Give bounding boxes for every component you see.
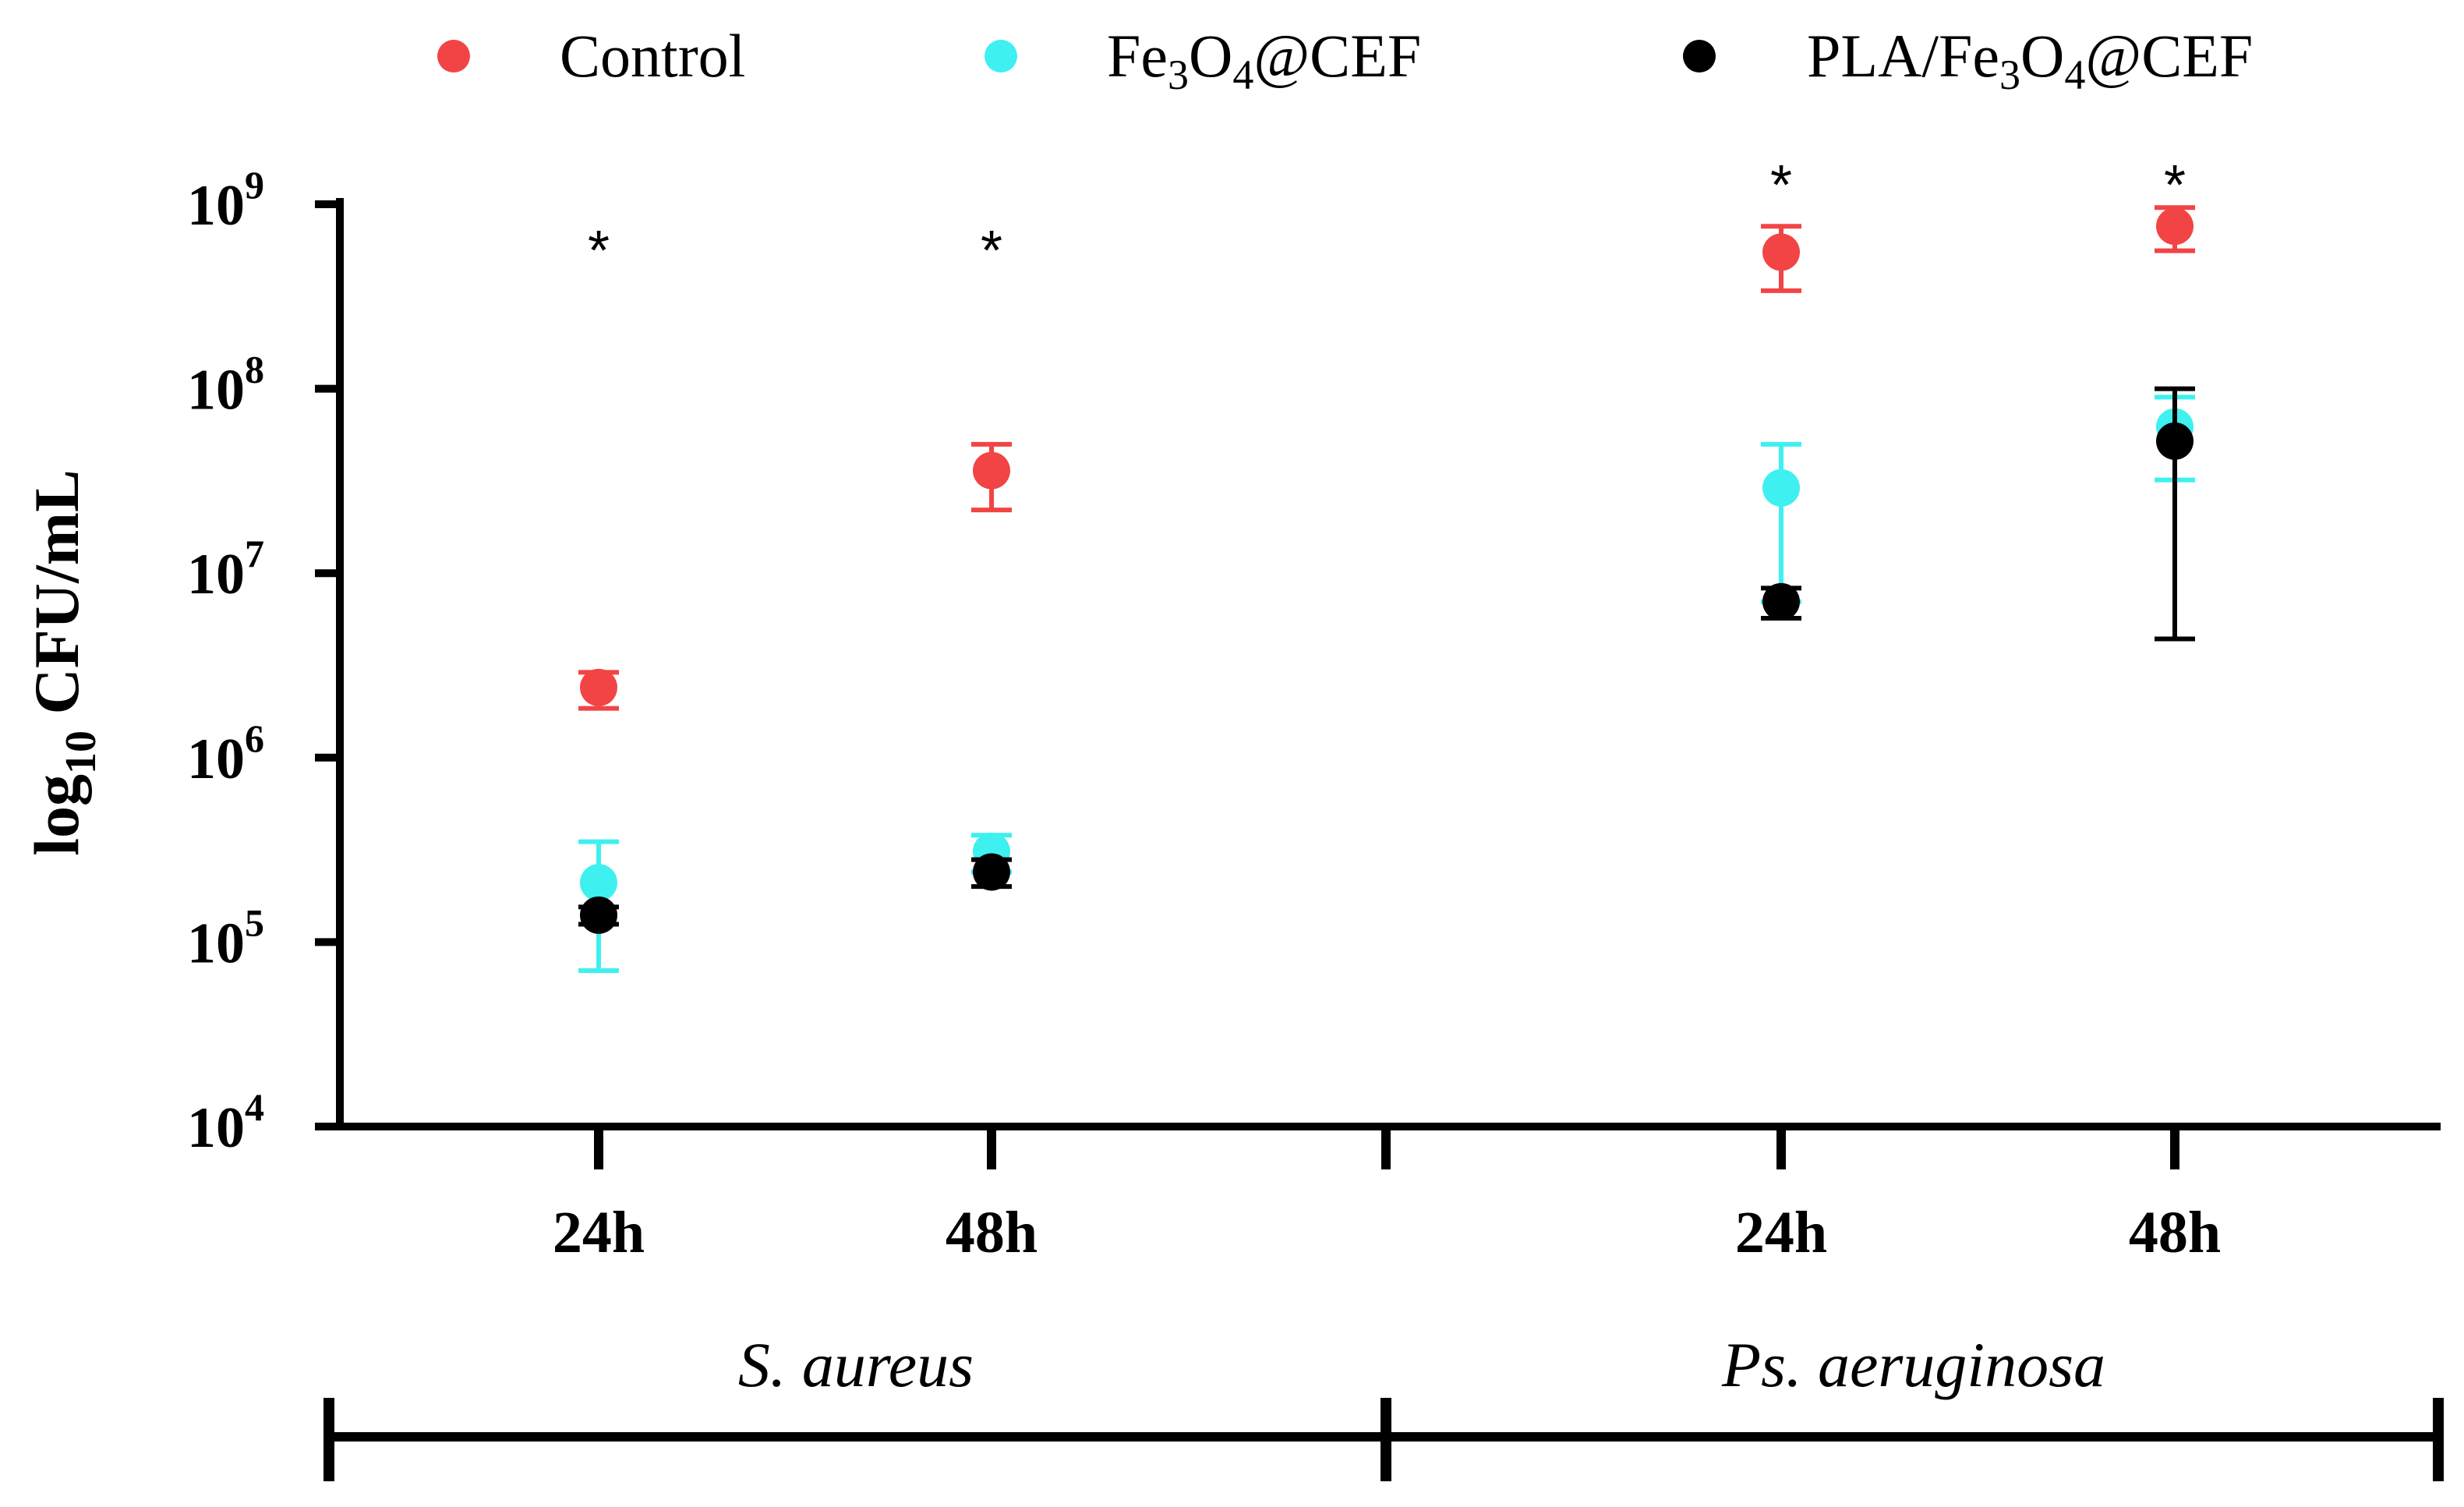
y-tick-label: 104 [187, 1085, 264, 1160]
data-marks [578, 205, 2195, 974]
x-tick-label: 48h [946, 1200, 1038, 1265]
series-PLA/Fe3O4@CEF [578, 386, 2195, 934]
data-point [973, 451, 1010, 490]
data-point [580, 668, 617, 706]
data-point [1762, 469, 1800, 507]
legend-label: Fe3O4@CEF [1107, 22, 1421, 98]
y-axis-label-base: log [21, 774, 92, 856]
significance-asterisk: * [588, 220, 610, 282]
x-tick-label: 24h [1735, 1200, 1827, 1265]
y-tick-label: 105 [187, 900, 264, 975]
data-point [580, 896, 617, 934]
y-axis-label: log10 CFU/mL [21, 469, 105, 856]
y-tick-label: 109 [187, 163, 264, 238]
x-tick-label: 24h [553, 1200, 645, 1265]
data-point [580, 864, 617, 902]
y-ticks: 104 105 106 107 108 109 [187, 163, 340, 1160]
data-point [1762, 233, 1800, 271]
significance-asterisk: * [2164, 154, 2186, 217]
data-point [973, 853, 1010, 891]
group-label: Ps. aeruginosa [1721, 1329, 2105, 1400]
group-label: S. aureus [738, 1329, 974, 1400]
data-point [2156, 422, 2194, 460]
group-bracket [323, 1398, 2444, 1481]
group-labels: S. aureus Ps. aeruginosa [738, 1329, 2105, 1400]
legend-marker [437, 40, 470, 73]
data-point [1762, 582, 1800, 621]
data-point [2156, 207, 2194, 246]
axes [336, 198, 2441, 1130]
series-Control [578, 205, 2195, 711]
legend: Control Fe3O4@CEF PLA/Fe3O4@CEF [437, 22, 2253, 98]
y-axis-label-unit: CFU/mL [21, 469, 92, 731]
series-Fe3O4@CEF [578, 394, 2195, 974]
legend-label: Control [560, 22, 745, 90]
x-tick-label: 48h [2129, 1200, 2221, 1265]
y-tick-label: 108 [187, 348, 264, 423]
x-ticks: 24h 48h 24h 48h [553, 1127, 2221, 1265]
y-tick-label: 107 [187, 532, 264, 607]
significance-asterisk: * [981, 220, 1002, 282]
legend-label: PLA/Fe3O4@CEF [1807, 22, 2253, 98]
y-tick-label: 106 [187, 716, 264, 791]
legend-marker [1683, 40, 1716, 73]
legend-marker [985, 40, 1017, 73]
y-axis-label-subscript: 10 [57, 731, 105, 774]
significance-marks: * * * * [588, 154, 2186, 282]
significance-asterisk: * [1770, 154, 1792, 217]
